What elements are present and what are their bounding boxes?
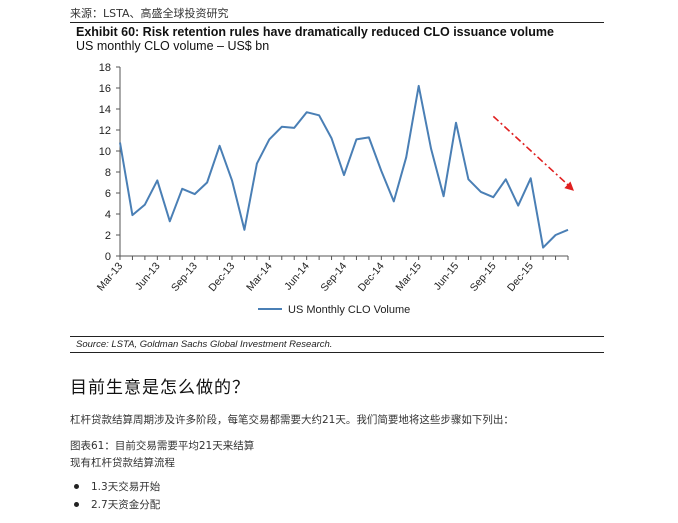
bullet-icon <box>74 501 79 507</box>
x-tick-label: Jun-13 <box>133 260 163 292</box>
exhibit-title: Exhibit 60: Risk retention rules have dr… <box>76 25 554 39</box>
x-tick-label: Mar-15 <box>393 260 424 293</box>
section-body: 杠杆贷款结算周期涉及许多阶段，每笔交易都需要大约21天。我们简要地将这些步骤如下… <box>70 414 514 426</box>
y-tick-label: 12 <box>99 125 111 137</box>
legend-label: US Monthly CLO Volume <box>288 304 410 316</box>
x-tick-label: Sep-15 <box>468 260 499 294</box>
list-item-label: 2.7天资金分配 <box>91 499 161 511</box>
trend-arrow-line <box>492 115 569 186</box>
x-tick-label: Sep-13 <box>169 260 200 294</box>
bullet-icon <box>74 483 79 489</box>
chart-source-note: Source: LSTA, Goldman Sachs Global Inves… <box>76 339 333 350</box>
trend-arrow-head-icon <box>564 181 574 191</box>
figure-subtitle: 现有杠杆贷款结算流程 <box>70 457 175 469</box>
section-heading: 目前生意是怎么做的？ <box>70 378 250 398</box>
y-tick-label: 16 <box>99 83 111 95</box>
y-tick-label: 14 <box>99 104 111 116</box>
y-tick-label: 0 <box>105 251 111 263</box>
source-header: 来源：LSTA、高盛全球投资研究 <box>70 7 229 20</box>
chart-bottom-rule-1 <box>70 336 604 337</box>
x-tick-label: Dec-14 <box>356 260 387 294</box>
y-tick-label: 8 <box>105 167 111 179</box>
steps-list: 1.3天交易开始 2.7天资金分配 <box>74 478 160 514</box>
x-tick-label: Dec-13 <box>206 260 237 294</box>
list-item: 2.7天资金分配 <box>74 496 160 514</box>
x-tick-label: Mar-14 <box>244 260 275 293</box>
x-tick-label: Jun-15 <box>431 260 461 292</box>
y-tick-label: 6 <box>105 188 111 200</box>
list-item-label: 1.3天交易开始 <box>91 481 161 493</box>
x-tick-label: Jun-14 <box>282 260 312 292</box>
top-rule <box>70 22 604 23</box>
chart-bottom-rule-2 <box>70 352 604 353</box>
series-line <box>119 84 569 249</box>
x-tick-label: Sep-14 <box>318 260 349 294</box>
y-tick-label: 10 <box>99 146 111 158</box>
exhibit-subtitle: US monthly CLO volume – US$ bn <box>76 39 270 53</box>
list-item: 1.3天交易开始 <box>74 478 160 496</box>
x-tick-label: Mar-13 <box>95 260 126 293</box>
y-tick-label: 18 <box>99 62 111 74</box>
figure-title: 图表61：目前交易需要平均21天来结算 <box>70 440 255 452</box>
y-tick-label: 2 <box>105 230 111 242</box>
y-tick-label: 4 <box>105 209 111 221</box>
x-tick-label: Dec-15 <box>505 260 536 294</box>
